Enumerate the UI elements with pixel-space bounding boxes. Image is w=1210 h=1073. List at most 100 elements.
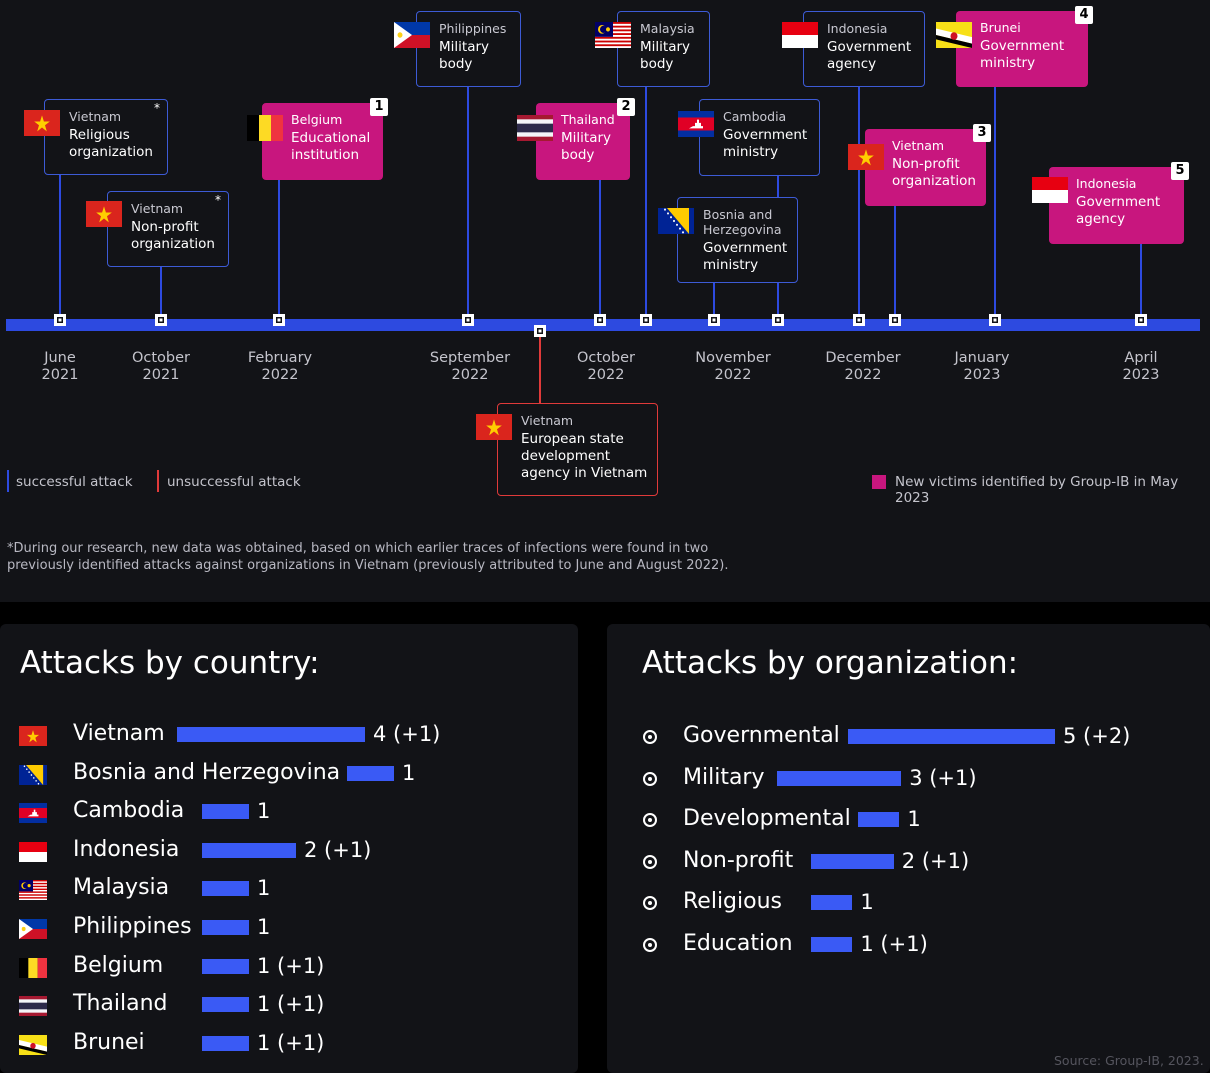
legend-new-victims-swatch (872, 475, 886, 489)
event-card: Indonesia Government agency (1049, 167, 1184, 244)
date-month: April (1124, 350, 1158, 366)
event-country: Vietnam (892, 138, 945, 153)
date-year: 2023 (963, 367, 1001, 383)
source-note: Source: Group-IB, 2023. (1054, 1053, 1204, 1068)
date-year: 2021 (41, 367, 79, 383)
bar (202, 804, 249, 820)
bar-value-label: 1 (+1) (257, 992, 325, 1017)
bar-category-label: Non-profit (683, 847, 794, 873)
timeline-marker-dot (712, 318, 716, 322)
bar-category-label: Developmental (683, 806, 851, 831)
event-organization: Government ministry (723, 127, 808, 160)
event-organization: Government ministry (703, 240, 788, 273)
bar (202, 958, 249, 974)
legend-unsuccessful-line (157, 470, 159, 492)
date-month: November (695, 350, 771, 366)
bar-category-label: Cambodia (73, 798, 185, 824)
event-country: Vietnam (521, 413, 574, 428)
date-year: 2021 (142, 367, 180, 383)
event-number-badge: 4 (1075, 6, 1093, 24)
date-month: January (954, 350, 1010, 366)
timeline-date: September 2022 (415, 350, 525, 384)
bar (811, 853, 894, 869)
indonesia-flag-icon (1032, 177, 1068, 207)
event-card: Vietnam Non-profit organization (865, 129, 986, 206)
event-country: Malaysia (640, 21, 695, 36)
bar-category-label: Governmental (683, 723, 840, 748)
legend-successful-line (7, 470, 9, 492)
malaysia-flag-icon (19, 880, 47, 904)
timeline-marker-dot (857, 318, 861, 322)
footnote-line-1: *During our research, new data was obtai… (7, 541, 709, 556)
timeline-marker-dot (277, 318, 281, 322)
bar (202, 1035, 249, 1051)
event-organization: Educational institution (291, 130, 371, 163)
indonesia-flag-icon (19, 841, 47, 866)
timeline-marker-dot (466, 318, 470, 322)
footnote-mark: * (215, 193, 221, 207)
timeline-panel (0, 0, 1210, 602)
event-organization: Military body (439, 39, 490, 72)
event-country: Brunei (980, 20, 1021, 35)
bar-value-label: 1 (257, 799, 271, 824)
legend-successful: successful attack (16, 474, 133, 490)
belgium-flag-icon (247, 115, 283, 145)
cambodia-flag-icon (678, 111, 714, 141)
date-month: June (44, 350, 76, 366)
organization-chart-title: Attacks by organization: (642, 645, 1019, 681)
bar-category-label: Vietnam (73, 721, 165, 746)
bar-value-label: 1 (402, 760, 416, 785)
event-card: Cambodia Government ministry (699, 99, 820, 176)
bar-category-label: Philippines (73, 914, 192, 939)
bar-category-label: Bosnia and Herzegovina (73, 759, 341, 785)
bar-category-label: Brunei (73, 1029, 145, 1055)
bar-value-label: 1 (+1) (257, 953, 325, 978)
timeline-marker-dot (776, 318, 780, 322)
cambodia-flag-icon (19, 803, 47, 827)
country-chart-title: Attacks by country: (20, 645, 320, 681)
bar-value-label: 1 (+1) (860, 931, 928, 956)
timeline-date: October 2021 (106, 350, 216, 384)
bar-value-label: 2 (+1) (304, 837, 372, 862)
event-organization: Government ministry (980, 38, 1065, 71)
date-month: February (247, 350, 313, 366)
bar-value-label: 2 (+1) (901, 848, 970, 873)
organization-panel (607, 624, 1210, 1073)
event-card: Vietnam Non-profit organization (107, 191, 229, 267)
bar (848, 729, 1055, 744)
date-year: 2022 (714, 367, 752, 383)
thailand-flag-icon (517, 115, 553, 145)
event-country: Indonesia (1076, 176, 1137, 191)
timeline-date: October 2022 (551, 350, 661, 384)
bar-value-label: 1 (257, 876, 271, 901)
legend-unsuccessful: unsuccessful attack (167, 474, 301, 490)
bar-category-label: Military (683, 764, 765, 790)
event-country: Cambodia (723, 109, 787, 124)
bar-value-label: 1 (907, 807, 921, 831)
nonprofit-icon (640, 852, 662, 874)
event-card: Brunei Government ministry (956, 11, 1088, 87)
event-organization: Government agency (827, 39, 912, 72)
timeline-date: January 2023 (927, 350, 1037, 384)
timeline-marker-dot (893, 318, 897, 322)
event-card: Bosnia and Herzegovina Government ministr… (677, 197, 798, 283)
timeline-date: December 2022 (808, 350, 918, 384)
event-card: Indonesia Government agency (803, 11, 925, 87)
vietnam-flag-icon (86, 201, 122, 231)
footnote-line-2: previously identified attacks against or… (7, 558, 729, 573)
philippines-flag-icon (394, 22, 430, 52)
temple-icon (640, 893, 662, 915)
timeline-marker-dot (644, 318, 648, 322)
bar-value-label: 3 (+1) (909, 765, 977, 790)
date-year: 2022 (261, 367, 299, 383)
event-number-badge: 3 (973, 124, 991, 142)
bar (858, 812, 900, 827)
vietnam-flag-icon (24, 110, 60, 140)
bar (202, 997, 249, 1013)
event-number-badge: 5 (1171, 162, 1189, 180)
timeline-marker-dot (993, 318, 997, 322)
event-number-badge: 1 (370, 98, 388, 116)
event-organization: Military body (640, 39, 691, 72)
timeline-graphic (6, 87, 1200, 403)
bar-category-label: Education (683, 930, 793, 956)
